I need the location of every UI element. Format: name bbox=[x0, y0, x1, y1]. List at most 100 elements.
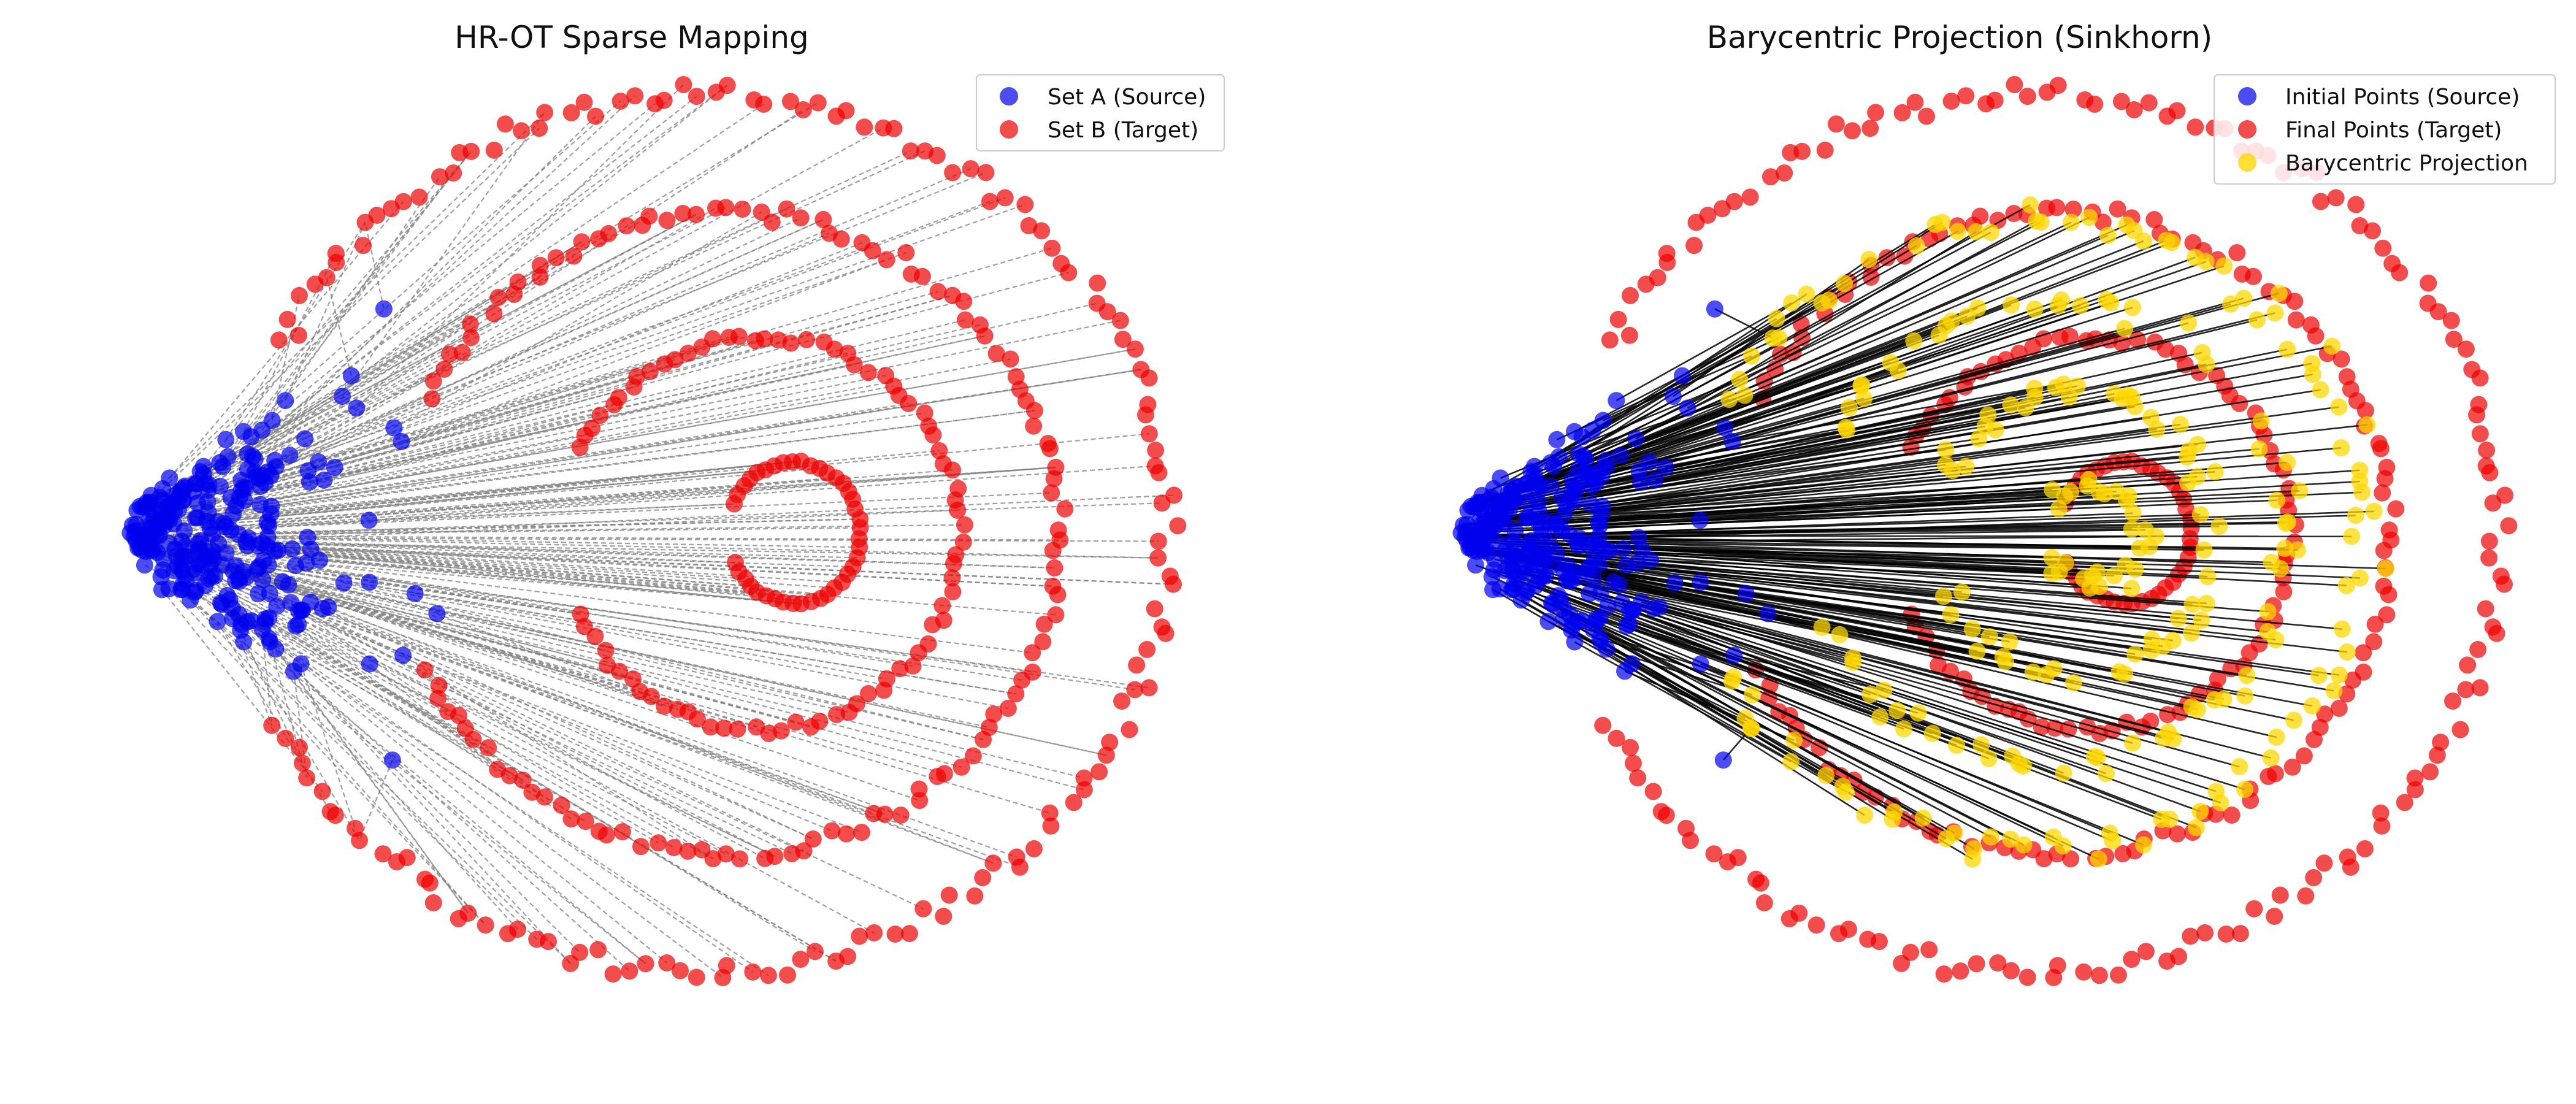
projection-point bbox=[2285, 711, 2303, 729]
target-point bbox=[2477, 457, 2495, 475]
projection-point bbox=[1885, 803, 1903, 821]
target-point bbox=[2182, 927, 2199, 945]
target-point bbox=[665, 839, 683, 856]
projection-point bbox=[1742, 720, 1760, 737]
target-point bbox=[2365, 633, 2383, 651]
target-point bbox=[431, 168, 448, 186]
target-point bbox=[461, 315, 479, 333]
mapping-link bbox=[248, 537, 1159, 542]
target-point bbox=[944, 286, 961, 304]
target-point bbox=[839, 345, 857, 362]
source-point bbox=[217, 518, 235, 535]
target-point bbox=[953, 758, 970, 776]
mapping-link bbox=[265, 618, 837, 962]
mapping-link bbox=[144, 564, 524, 781]
mapping-link bbox=[271, 369, 1141, 507]
target-point bbox=[746, 332, 764, 350]
target-point bbox=[2383, 255, 2401, 272]
target-point bbox=[2051, 329, 2069, 346]
projection-point bbox=[2199, 568, 2217, 586]
target-point bbox=[2421, 763, 2439, 781]
projection-point bbox=[1798, 285, 1815, 303]
mapping-link bbox=[222, 96, 697, 467]
target-point bbox=[1146, 457, 1164, 475]
projection-link bbox=[1599, 564, 2348, 653]
mapping-link bbox=[369, 466, 1056, 521]
target-point bbox=[540, 933, 557, 951]
target-point bbox=[2035, 850, 2053, 868]
target-point bbox=[591, 407, 609, 424]
source-point bbox=[259, 463, 277, 481]
target-point bbox=[1007, 685, 1025, 703]
source-point bbox=[214, 458, 232, 475]
target-point bbox=[1942, 93, 1960, 110]
projection-point bbox=[1949, 223, 1966, 240]
mapping-link bbox=[151, 461, 793, 526]
projection-point bbox=[1831, 626, 1849, 643]
source-point bbox=[1585, 571, 1603, 589]
mapping-link bbox=[285, 222, 366, 401]
target-point bbox=[935, 908, 953, 925]
projection-point bbox=[2136, 521, 2154, 539]
target-point bbox=[1016, 196, 1034, 213]
target-point bbox=[356, 213, 374, 231]
projection-point bbox=[2080, 471, 2098, 488]
target-point bbox=[611, 662, 628, 680]
mapping-link bbox=[258, 592, 924, 910]
mapping-link bbox=[232, 607, 667, 964]
legend-marker-target-right bbox=[2238, 120, 2256, 139]
projection-point bbox=[2106, 567, 2123, 585]
source-point bbox=[1555, 505, 1573, 523]
target-point bbox=[2327, 189, 2345, 207]
source-point bbox=[239, 461, 256, 478]
target-point bbox=[1065, 794, 1083, 811]
projection-point bbox=[1875, 681, 1893, 699]
target-point bbox=[382, 200, 400, 218]
projection-link bbox=[1598, 515, 2356, 538]
target-point bbox=[605, 396, 623, 413]
target-point bbox=[876, 805, 894, 823]
target-point bbox=[1043, 239, 1061, 257]
mapping-link bbox=[193, 208, 788, 492]
source-point bbox=[1544, 556, 1562, 574]
source-point bbox=[1614, 540, 1632, 558]
mapping-link bbox=[262, 542, 1159, 559]
target-point bbox=[613, 823, 631, 841]
projection-link bbox=[1558, 394, 1745, 458]
target-point bbox=[2110, 966, 2127, 984]
target-point bbox=[823, 822, 841, 840]
mapping-link bbox=[201, 564, 652, 697]
mapping-link bbox=[318, 242, 862, 463]
projection-point bbox=[2325, 682, 2343, 700]
target-point bbox=[429, 689, 447, 707]
target-point bbox=[453, 343, 471, 361]
target-point bbox=[571, 943, 589, 961]
mapping-link bbox=[147, 535, 860, 548]
projection-point bbox=[1965, 840, 1983, 857]
projection-point bbox=[1813, 294, 1831, 312]
target-point bbox=[798, 331, 815, 348]
mapping-link bbox=[190, 599, 486, 926]
target-point bbox=[729, 720, 746, 738]
target-point bbox=[577, 813, 594, 830]
source-point bbox=[1582, 478, 1600, 496]
target-point bbox=[1840, 921, 1857, 938]
target-point bbox=[1024, 663, 1041, 681]
source-point bbox=[174, 580, 191, 598]
target-point bbox=[878, 670, 895, 688]
target-point bbox=[2109, 200, 2126, 218]
mapping-link bbox=[150, 247, 1052, 510]
target-point bbox=[944, 164, 962, 182]
projection-point bbox=[2143, 631, 2161, 648]
target-point bbox=[853, 234, 871, 251]
projection-point bbox=[2037, 665, 2055, 683]
target-point bbox=[263, 716, 281, 734]
mapping-link bbox=[185, 545, 802, 605]
target-points-left bbox=[263, 75, 1187, 986]
target-point bbox=[2266, 908, 2283, 925]
target-point bbox=[980, 718, 998, 736]
target-point bbox=[1920, 941, 1938, 959]
target-point bbox=[2018, 88, 2036, 105]
mapping-link bbox=[202, 151, 472, 467]
target-point bbox=[604, 965, 622, 983]
